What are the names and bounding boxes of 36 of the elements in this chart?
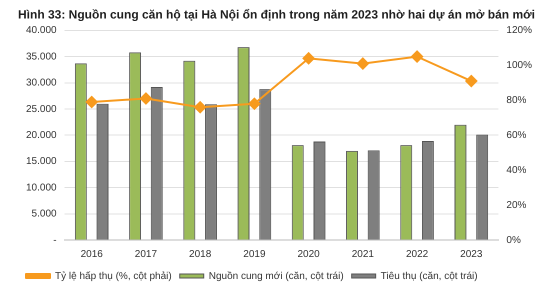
point [465, 75, 478, 88]
legend-label: Tỷ lệ hấp thụ (%, cột phải) [55, 270, 172, 282]
point [411, 50, 424, 63]
y-tick-label: 25.000 [26, 104, 58, 115]
x-tick-label: 2021 [352, 248, 374, 260]
y-tick-label: 5.000 [32, 208, 58, 220]
x-tick-label: 2022 [406, 248, 429, 260]
x-tick-label: 2023 [460, 248, 483, 260]
x-tick-label: 2020 [297, 248, 320, 260]
x-tick-label: 2016 [80, 248, 104, 260]
x-tick-label: 2018 [189, 248, 212, 260]
point [248, 98, 260, 110]
point [302, 52, 315, 64]
y2-tick-label: 40% [506, 164, 527, 176]
y-tick-label: 30.000 [26, 78, 58, 89]
chart-title: Hình 33: Nguồn cung căn hộ tại Hà Nội ổn định trong năm 2023 nhờ hai dự án mở bán mới [18, 8, 535, 22]
legend-label: Tiêu thụ (căn, cột trái) [380, 270, 478, 282]
y2-tick-label: 0% [506, 234, 521, 246]
point [86, 96, 98, 108]
point [356, 58, 369, 70]
y2-tick-label: 80% [506, 95, 527, 106]
y2-tick-label: 20% [506, 200, 527, 211]
legend-label: Nguồn cung mới (căn, cột trái) [208, 270, 344, 282]
point [194, 101, 206, 114]
y-tick-label: 40.000 [26, 25, 58, 36]
y-tick-label: 20.000 [26, 130, 58, 141]
point [140, 92, 152, 105]
y2-tick-label: 100% [506, 60, 532, 72]
y2-tick-label: 60% [506, 130, 527, 141]
x-tick-label: 2019 [243, 248, 266, 260]
y2-tick-label: 120% [506, 25, 532, 36]
x-tick-label: 2017 [134, 248, 158, 260]
y-tick-label: - [53, 234, 57, 246]
y-tick-label: 35.000 [26, 51, 58, 62]
y-tick-label: 15.000 [26, 156, 58, 168]
y-tick-label: 10.000 [26, 182, 58, 194]
